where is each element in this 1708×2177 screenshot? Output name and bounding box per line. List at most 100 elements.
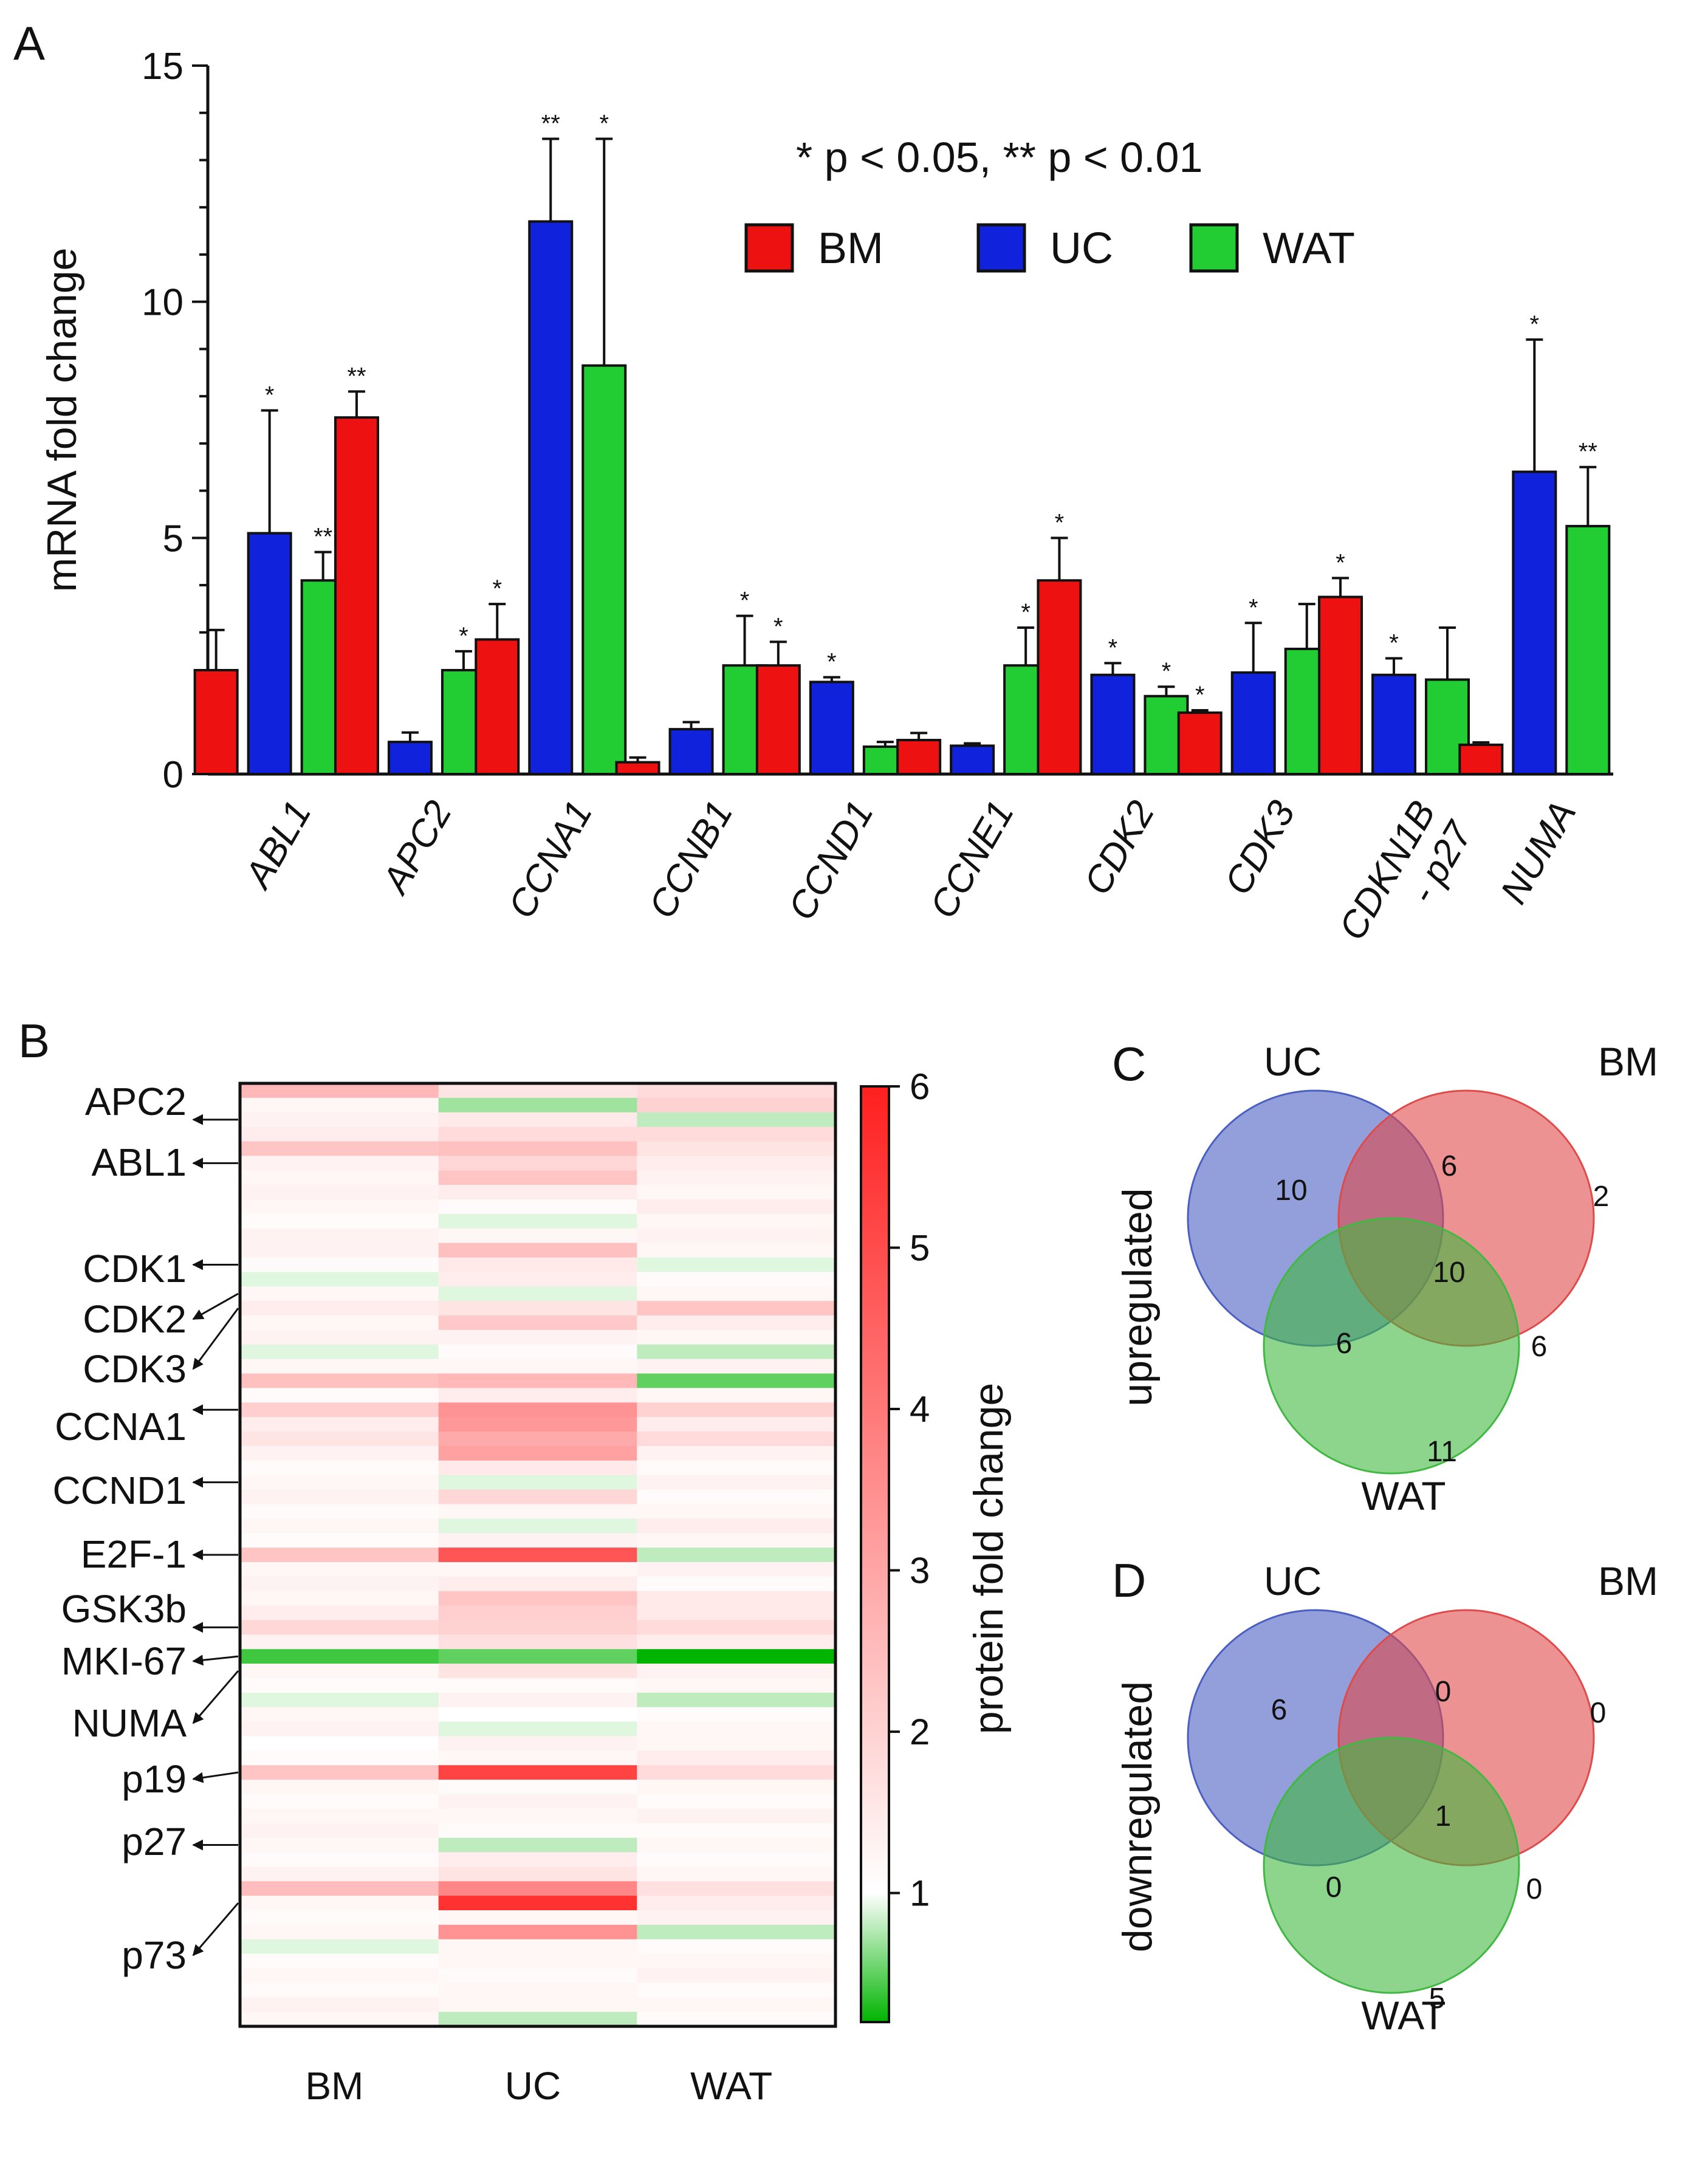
heatmap-cell	[240, 1373, 439, 1389]
bar-UC	[668, 728, 714, 775]
row-label: CCND1	[53, 1469, 187, 1512]
heatmap-cell	[438, 1678, 637, 1693]
heatmap-cell	[637, 1112, 836, 1128]
heatmap-cell	[240, 1780, 439, 1795]
bar-UC	[1230, 671, 1276, 775]
heatmap-cell	[637, 1837, 836, 1853]
heatmap-cell	[240, 1736, 439, 1751]
heatmap-cell	[637, 1576, 836, 1592]
heatmap-cell	[637, 1170, 836, 1185]
heatmap-cell	[240, 1910, 439, 1925]
heatmap-cell	[438, 1228, 637, 1244]
significance-mark: *	[1108, 634, 1118, 661]
heatmap-cell	[438, 1286, 637, 1301]
heatmap-cell	[240, 1562, 439, 1577]
y-tick-label: 10	[142, 282, 183, 324]
category-label: CDK3	[1216, 794, 1303, 902]
significance-mark: *	[1021, 599, 1031, 626]
heatmap-cell	[240, 1126, 439, 1142]
heatmap-cell	[438, 1605, 637, 1621]
heatmap-cell	[240, 1664, 439, 1679]
row-label-arrow	[192, 1902, 239, 1956]
significance-mark: *	[1195, 682, 1205, 708]
heatmap-cell	[637, 1924, 836, 1940]
heatmap-cell	[240, 1344, 439, 1360]
heatmap-cell	[240, 1359, 439, 1374]
heatmap-cell	[438, 1257, 637, 1272]
heatmap-cell	[438, 1533, 637, 1548]
heatmap-cell	[240, 1634, 439, 1650]
heatmap-cell	[240, 1548, 439, 1563]
heatmap-frame	[238, 1082, 837, 2028]
heatmap-cell	[637, 1736, 836, 1751]
venn-count-UC_BM: 6	[1441, 1150, 1458, 1182]
bar-BM	[334, 416, 379, 775]
heatmap-cell	[637, 1257, 836, 1272]
heatmap-cell	[240, 1852, 439, 1867]
heatmap-cell	[438, 1460, 637, 1476]
heatmap-cell	[240, 1213, 439, 1229]
heatmap-cell	[240, 1721, 439, 1737]
heatmap-cell	[637, 1213, 836, 1229]
bar-UC	[1090, 673, 1136, 776]
category-label: ABL1	[236, 794, 320, 897]
venn-count-all: 1	[1435, 1800, 1452, 1832]
heatmap-cell	[240, 1257, 439, 1272]
heatmap-cell	[637, 1634, 836, 1650]
heatmap-cell	[438, 1170, 637, 1185]
venn-count-UC_BM: 0	[1435, 1676, 1452, 1708]
heatmap-cell	[637, 1243, 836, 1258]
heatmap-cell	[637, 1286, 836, 1301]
colorbar-tick-label: 6	[910, 1066, 930, 1107]
heatmap-cell	[637, 1548, 836, 1563]
row-label: CCNA1	[55, 1405, 187, 1448]
heatmap-cell	[637, 1605, 836, 1621]
legend-label-WAT: WAT	[1263, 224, 1355, 273]
heatmap-cell	[637, 1983, 836, 1998]
bar-WAT	[581, 364, 627, 775]
bar-BM	[1177, 711, 1223, 775]
heatmap-cell	[240, 1983, 439, 1998]
heatmap-cell	[637, 1185, 836, 1200]
heatmap-cell	[637, 1402, 836, 1418]
row-label: CDK2	[83, 1297, 187, 1341]
heatmap-cell	[438, 1156, 637, 1171]
significance-mark: *	[492, 575, 502, 602]
venn-set-label-WAT: WAT	[1361, 1993, 1446, 2038]
heatmap-cell	[637, 1301, 836, 1316]
heatmap-cell	[637, 1953, 836, 1969]
bar-BM	[755, 664, 801, 776]
heatmap-cell	[438, 1664, 637, 1679]
heatmap-cell	[637, 1997, 836, 2012]
heatmap-cell	[438, 1808, 637, 1824]
row-label: NUMA	[72, 1701, 187, 1745]
heatmap-cell	[637, 1910, 836, 1925]
bar-BM	[1037, 579, 1082, 775]
heatmap-cell	[438, 1475, 637, 1490]
heatmap-cell	[637, 1460, 836, 1476]
legend-swatch-WAT	[1189, 223, 1239, 273]
heatmap-cell	[438, 1518, 637, 1534]
bar-UC	[1371, 673, 1417, 776]
venn-set-label-UC: UC	[1264, 1558, 1322, 1603]
legend-label-BM: BM	[818, 224, 883, 273]
heatmap-cell	[637, 1141, 836, 1156]
column-label-UC: UC	[505, 2064, 561, 2108]
heatmap-cell	[438, 1953, 637, 1969]
heatmap-cell	[240, 1968, 439, 1983]
heatmap-cell	[438, 1329, 637, 1345]
y-axis-title: mRNA fold change	[39, 248, 85, 592]
heatmap-cell	[240, 1141, 439, 1156]
row-label: ABL1	[91, 1140, 187, 1184]
heatmap-cell	[240, 1083, 439, 1099]
category-label-line: CDK2	[1076, 794, 1162, 902]
heatmap-cell	[438, 1315, 637, 1331]
venn-upregulated: upregulated UC BM WAT 10 6 2 10 6 6 11	[1114, 1039, 1658, 1518]
significance-mark: **	[541, 110, 560, 137]
bar-UC	[950, 744, 995, 775]
heatmap-cell	[438, 1620, 637, 1635]
heatmap-cell	[240, 1591, 439, 1606]
category-label-line: NUMA	[1492, 794, 1584, 911]
heatmap-cell	[438, 1562, 637, 1577]
y-tick-label: 0	[163, 754, 183, 796]
